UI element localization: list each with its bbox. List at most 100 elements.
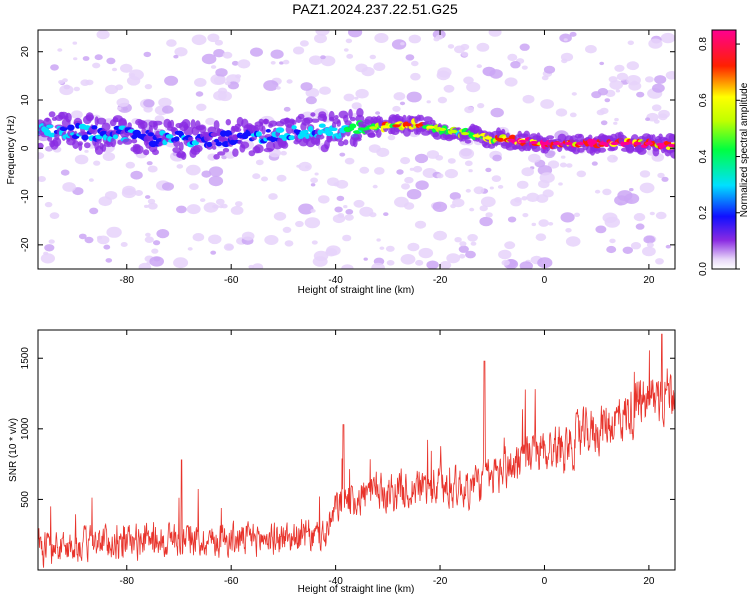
heatmap-speckle [531,222,537,227]
x-tick-label: -80 [120,275,135,286]
heatmap-speckle [73,57,78,61]
heatmap-speckle [82,56,90,61]
ridge-halo [101,122,111,132]
heatmap-speckle [498,249,512,260]
heatmap-speckle [631,80,637,85]
heatmap-speckle [73,86,81,92]
heatmap-speckle [174,47,188,57]
heatmap-speckle [409,167,415,171]
heatmap-speckle [563,38,568,42]
heatmap-speckle [465,250,476,259]
heatmap-speckle [436,173,444,179]
heatmap-speckle [535,233,547,241]
heatmap-speckle [149,256,164,267]
heatmap-speckle [310,177,318,184]
heatmap-speckle [526,192,540,202]
heatmap-speckle [379,246,385,250]
heatmap-speckle [221,203,228,209]
ridge-halo [52,137,62,147]
x-tick-label: 0 [542,275,548,286]
heatmap-speckle [88,178,94,182]
ridge-peak [369,126,378,130]
heatmap-speckle [521,167,534,177]
heatmap-speckle [117,106,122,111]
ridge-core [325,130,334,137]
heatmap-speckle [407,242,420,252]
heatmap-speckle [93,160,101,166]
heatmap-speckle [473,186,485,195]
ridge-halo [96,117,107,125]
heatmap-speckle [599,61,605,66]
heatmap-speckle [654,75,667,84]
heatmap-speckle [614,64,625,72]
x-tick-label: -80 [120,576,135,587]
heatmap-speckle [571,92,577,96]
heatmap-speckle [490,107,504,118]
heatmap-speckle [62,78,68,83]
spectrogram-heatmap [38,30,675,269]
heatmap-speckle [305,96,317,105]
heatmap-speckle [546,150,556,157]
ridge-peak [518,139,527,143]
heatmap-speckle [207,33,220,43]
heatmap-speckle [435,155,444,161]
heatmap-speckle [458,245,469,253]
heatmap-speckle [413,165,423,173]
heatmap-speckle [335,179,349,189]
heatmap-speckle [145,195,151,199]
ridge-halo [222,148,230,153]
ridge-halo [84,142,91,149]
ridge-peak [380,125,389,129]
ridge-halo [38,142,44,150]
heatmap-speckle [336,195,345,202]
heatmap-speckle [325,248,338,257]
ridge-halo [45,117,50,122]
heatmap-speckle [648,38,663,49]
ridge-halo [315,134,325,140]
heatmap-speckle [599,107,609,115]
y-tick-label: 1000 [20,417,31,440]
heatmap-speckle [40,253,56,264]
ridge-halo [253,124,260,133]
heatmap-speckle [210,65,217,69]
heatmap-speckle [469,207,475,212]
heatmap-speckle [645,76,654,83]
heatmap-speckle [510,60,521,69]
ridge-halo [183,126,194,136]
heatmap-speckle [522,94,535,104]
heatmap-speckle [660,32,675,44]
heatmap-speckle [235,74,242,79]
heatmap-speckle [280,150,287,156]
y-tick-label: 1500 [20,347,31,370]
heatmap-speckle [166,39,177,47]
heatmap-speckle [343,205,348,209]
heatmap-speckle [319,86,331,95]
x-tick-label: 0 [542,576,548,587]
heatmap-speckle [465,188,471,193]
heatmap-speckle [276,174,287,182]
ridge-peak [426,125,435,129]
ridge-halo [326,133,333,143]
heatmap-speckle [595,225,607,234]
heatmap-speckle [250,47,263,57]
heatmap-speckle [400,42,405,46]
heatmap-speckle [649,211,655,216]
heatmap-speckle [89,207,99,215]
heatmap-speckle [44,201,53,208]
ridge-halo [268,120,278,127]
heatmap-speckle [573,212,581,217]
ridge-halo [72,140,79,149]
heatmap-speckle [273,211,287,221]
heatmap-speckle [208,234,222,245]
ridge-halo [297,113,305,120]
heatmap-speckle [591,161,598,166]
spectrogram-x-label: Height of straight line (km) [298,285,415,296]
ridge-halo [572,146,580,155]
ridge-halo [356,108,364,118]
heatmap-speckle [151,248,159,254]
heatmap-speckle [164,75,179,86]
heatmap-speckle [488,30,502,37]
ridge-peak [415,123,424,127]
heatmap-speckle [120,63,133,73]
heatmap-speckle [639,170,651,178]
